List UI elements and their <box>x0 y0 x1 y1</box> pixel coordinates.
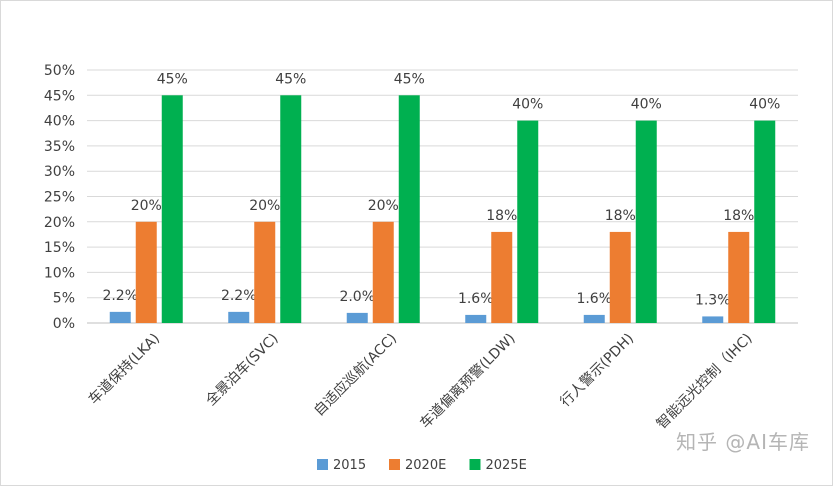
bar <box>135 221 157 323</box>
bar <box>161 95 183 323</box>
data-label: 1.6% <box>458 291 494 307</box>
data-label: 20% <box>249 198 280 214</box>
data-label: 18% <box>723 208 754 224</box>
bar <box>398 95 420 323</box>
bar <box>465 314 487 323</box>
bar <box>635 120 657 323</box>
watermark-text: 知乎 @AI车库 <box>676 430 810 454</box>
data-label: 1.3% <box>695 292 731 308</box>
x-category-label: 车道偏离预警(LDW) <box>417 330 519 432</box>
y-tick-label: 50% <box>44 63 75 79</box>
data-label: 40% <box>631 97 662 113</box>
data-label: 40% <box>749 97 780 113</box>
legend-label: 2015 <box>333 458 366 473</box>
x-category-label: 车道保持(LKA) <box>85 330 163 408</box>
data-label: 45% <box>157 71 188 87</box>
data-label: 20% <box>131 198 162 214</box>
y-tick-label: 40% <box>44 114 75 130</box>
bar <box>728 231 750 323</box>
legend-label: 2020E <box>405 458 446 473</box>
y-tick-label: 10% <box>44 265 75 281</box>
x-category-label: 全景泊车(SVC) <box>202 330 281 409</box>
y-tick-label: 25% <box>44 190 75 206</box>
bar <box>517 120 539 323</box>
legend-swatch <box>469 459 481 470</box>
legend-label: 2025E <box>486 458 527 473</box>
y-tick-label: 0% <box>53 316 75 332</box>
y-tick-label: 35% <box>44 139 75 155</box>
bar <box>702 316 724 323</box>
bar <box>254 221 276 323</box>
data-label: 2.2% <box>221 288 257 304</box>
data-label: 18% <box>486 208 517 224</box>
bar <box>346 312 368 323</box>
x-category-label: 行人警示(PDH) <box>557 331 637 411</box>
bar <box>491 231 513 323</box>
bar <box>372 221 394 323</box>
bar <box>228 311 250 323</box>
bar <box>280 95 302 323</box>
bar <box>109 311 131 323</box>
data-label: 45% <box>275 71 306 87</box>
y-tick-label: 15% <box>44 240 75 256</box>
bar <box>609 231 631 323</box>
data-label: 2.0% <box>339 289 375 305</box>
y-tick-label: 30% <box>44 164 75 180</box>
x-category-label: 自适应巡航(ACC) <box>310 330 400 420</box>
x-category-label: 智能远光控制（IHC) <box>654 331 756 433</box>
legend-swatch <box>317 459 328 470</box>
data-label: 2.2% <box>102 288 138 304</box>
data-label: 40% <box>512 97 543 113</box>
y-tick-label: 20% <box>44 215 75 231</box>
data-label: 1.6% <box>576 291 612 307</box>
legend-swatch <box>389 459 400 470</box>
data-label: 20% <box>368 198 399 214</box>
data-label: 45% <box>394 71 425 87</box>
y-tick-label: 45% <box>44 88 75 104</box>
data-label: 18% <box>605 208 636 224</box>
bar <box>583 314 605 323</box>
bar <box>754 120 776 323</box>
y-tick-label: 5% <box>53 291 75 307</box>
